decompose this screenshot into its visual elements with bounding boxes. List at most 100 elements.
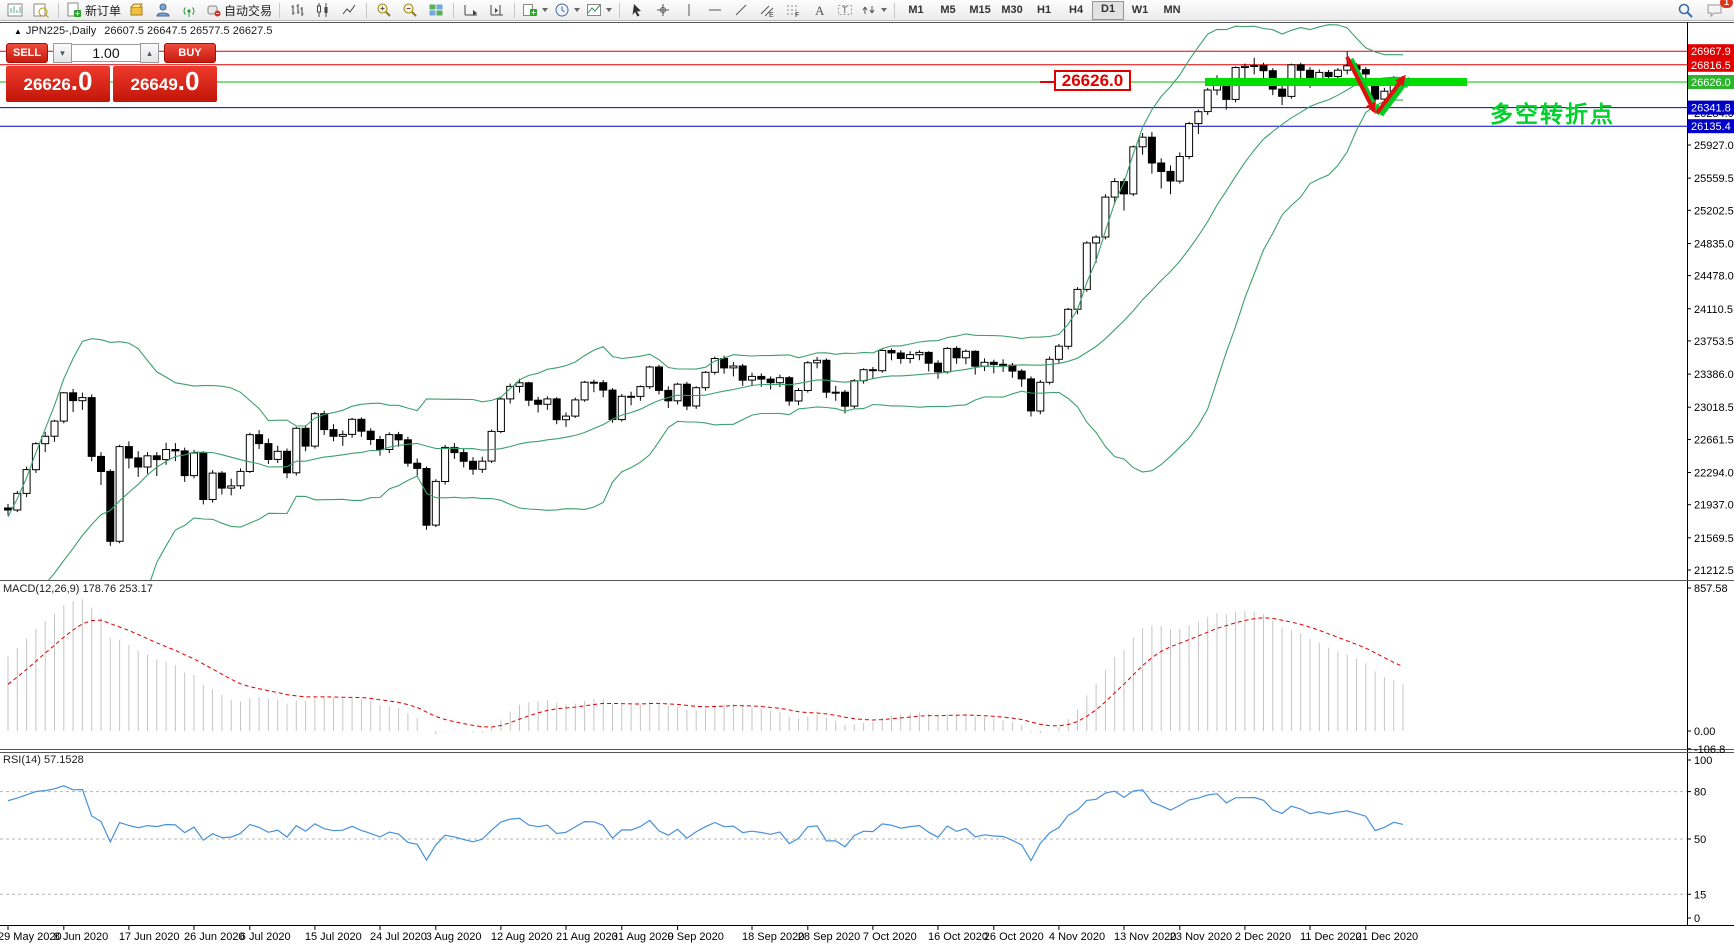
volume-decrease-button[interactable]: ▾ — [53, 43, 72, 63]
svg-text:26967.9: 26967.9 — [1691, 46, 1731, 58]
zoom-in-icon[interactable] — [372, 1, 396, 19]
channel-icon[interactable]: E — [755, 1, 779, 19]
data-window-icon[interactable] — [29, 1, 53, 19]
notifications-icon[interactable]: 1 — [1703, 0, 1733, 19]
date-axis-label: 26 Oct 2020 — [984, 931, 1044, 943]
text-icon[interactable]: A — [807, 1, 831, 19]
community-icon[interactable] — [151, 1, 175, 19]
date-axis-label: 29 May 2020 — [0, 931, 62, 943]
price-axis-label: 22661.5 — [1694, 434, 1734, 446]
one-click-trading-panel: SELL ▾ ▴ BUY 26626.0 26649.0 — [6, 43, 222, 102]
date-axis-label: 15 Jul 2020 — [305, 931, 362, 943]
date-axis-label: 13 Nov 2020 — [1114, 931, 1176, 943]
bollinger-upper-line — [7, 24, 1404, 518]
charts-window-icon[interactable] — [3, 1, 27, 19]
trend-arrow[interactable] — [1375, 74, 1406, 115]
toolbar-separator — [58, 2, 59, 18]
price-axis-label: 24478.0 — [1694, 271, 1734, 283]
macd-axis-label: 857.58 — [1694, 583, 1728, 595]
auto-scroll-icon[interactable] — [459, 1, 483, 19]
buy-price-box[interactable]: 26649.0 — [113, 66, 217, 102]
timeframe-d1[interactable]: D1 — [1092, 0, 1125, 20]
date-axis-label: 17 Jun 2020 — [119, 931, 180, 943]
date-axis-label: 23 Nov 2020 — [1170, 931, 1232, 943]
sell-price-box[interactable]: 26626.0 — [6, 66, 110, 102]
chevron-down-icon — [574, 8, 581, 12]
price-axis-label: 25559.5 — [1694, 173, 1734, 185]
turning-point-label[interactable]: 多空转折点 — [1490, 101, 1615, 127]
timeframe-m15[interactable]: M15 — [969, 3, 991, 16]
toolbar-separator — [514, 2, 516, 18]
search-icon[interactable] — [1673, 1, 1697, 19]
sell-price-frac: .0 — [70, 66, 93, 96]
trendline-icon[interactable] — [729, 1, 753, 19]
timeframe-w1[interactable]: W1 — [1131, 3, 1149, 16]
volume-increase-button[interactable]: ▴ — [140, 43, 159, 63]
chevron-down-icon — [606, 8, 613, 12]
text-label-icon[interactable]: T — [833, 1, 857, 19]
new-order-button[interactable]: 新订单 — [64, 1, 123, 19]
cursor-icon[interactable] — [625, 1, 649, 19]
periods-icon[interactable] — [552, 1, 582, 19]
svg-text:26816.5: 26816.5 — [1691, 60, 1731, 72]
bollinger-bands — [7, 24, 1404, 580]
toolbar-separator — [366, 2, 368, 18]
timeframe-m5[interactable]: M5 — [940, 3, 956, 16]
date-axis-label: 28 Sep 2020 — [798, 931, 860, 943]
arrows-icon[interactable] — [859, 1, 889, 19]
chart-header[interactable]: ▲ JPN225-,Daily 26607.5 26647.5 26577.5 26… — [14, 25, 272, 37]
svg-text:E: E — [769, 12, 774, 18]
crosshair-icon[interactable] — [651, 1, 675, 19]
price-axis-label: 23386.0 — [1694, 369, 1734, 381]
sell-button[interactable]: SELL — [6, 43, 48, 63]
trade-panel-price-row: 26626.0 26649.0 — [6, 66, 222, 102]
rsi-title: RSI(14) 57.1528 — [3, 754, 84, 766]
price-axis-label: 21212.5 — [1694, 565, 1734, 577]
price-tag: 26341.8 — [1688, 100, 1734, 115]
templates-icon[interactable] — [584, 1, 614, 19]
timeframe-h1[interactable]: H1 — [1037, 3, 1052, 16]
fibonacci-icon[interactable]: F — [781, 1, 805, 19]
symbol-period-label: JPN225-,Daily — [25, 25, 97, 37]
add-indicator-icon[interactable] — [520, 1, 550, 19]
buy-button[interactable]: BUY — [164, 43, 216, 63]
date-axis-label: 6 Jul 2020 — [240, 931, 291, 943]
signals-icon[interactable] — [177, 1, 201, 19]
bollinger-middle-line — [48, 76, 1404, 580]
price-axis-label: 25202.5 — [1694, 205, 1734, 217]
toolbar-separator — [279, 2, 281, 18]
trend-arrow[interactable] — [1345, 56, 1376, 114]
macd-axis-label: 0.00 — [1694, 726, 1715, 738]
date-axis-label: 31 Aug 2020 — [612, 931, 674, 943]
tile-windows-icon[interactable] — [424, 1, 448, 19]
chart-shift-icon[interactable] — [485, 1, 509, 19]
bars-chart-icon[interactable] — [285, 1, 309, 19]
deposit-icon[interactable] — [125, 1, 149, 19]
expander-icon[interactable]: ▲ — [14, 27, 22, 36]
vertical-line-icon[interactable] — [677, 1, 701, 19]
timeframe-m30[interactable]: M30 — [1001, 3, 1023, 16]
price-axis-label: 23753.5 — [1694, 336, 1734, 348]
chevron-down-icon — [542, 8, 549, 12]
svg-text:F: F — [795, 12, 799, 18]
volume-input[interactable] — [72, 44, 140, 62]
horizontal-line-icon[interactable] — [703, 1, 727, 19]
rsi-axis-label: 0 — [1694, 913, 1700, 925]
timeframe-m1[interactable]: M1 — [908, 3, 924, 16]
toolbar: 新订单 自动交易 E F A T M1 M5 M — [0, 0, 1734, 21]
svg-text:A: A — [815, 3, 825, 18]
price-callout-connector — [1040, 81, 1054, 83]
timeframe-h4[interactable]: H4 — [1069, 3, 1084, 16]
autotrading-button[interactable]: 自动交易 — [203, 1, 274, 19]
line-chart-icon[interactable] — [337, 1, 361, 19]
timeframe-mn[interactable]: MN — [1163, 3, 1181, 16]
candles-chart-icon[interactable] — [311, 1, 335, 19]
date-axis-label: 24 Jul 2020 — [370, 931, 427, 943]
price-callout-label[interactable]: 26626.0 — [1054, 70, 1131, 91]
new-order-label: 新订单 — [85, 3, 122, 18]
zoom-out-icon[interactable] — [398, 1, 422, 19]
svg-text:26341.8: 26341.8 — [1691, 103, 1731, 115]
macd-signal-line — [7, 617, 1404, 728]
